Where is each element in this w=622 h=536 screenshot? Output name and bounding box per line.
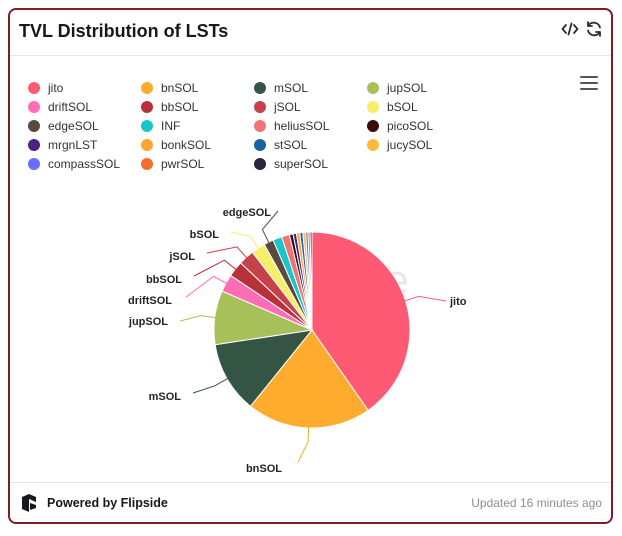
legend-label: compassSOL — [48, 156, 121, 171]
slice-label-bsol: bSOL — [190, 229, 220, 241]
slice-label-jupsol: jupSOL — [128, 316, 168, 328]
flipside-logo-icon — [22, 494, 36, 512]
card-header: TVL Distribution of LSTs — [10, 10, 611, 56]
legend-item-pwrsol[interactable]: pwrSOL — [141, 154, 254, 173]
legend-label: driftSOL — [48, 99, 93, 114]
legend-marker — [254, 100, 266, 113]
slice-label-msol: mSOL — [149, 391, 182, 403]
legend-marker — [367, 119, 379, 132]
legend-item-inf[interactable]: INF — [141, 116, 254, 135]
leader-line-msol — [192, 377, 230, 394]
legend-label: bonkSOL — [161, 137, 212, 152]
legend-marker — [141, 157, 153, 170]
pie-chart: flipside jitobnSOLmSOLjupSOLdriftSOLbbSO… — [10, 190, 611, 490]
legend-marker — [254, 81, 266, 94]
leader-line-jsol — [206, 246, 248, 260]
leader-line-bsol — [230, 231, 260, 251]
legend-item-supersol[interactable]: superSOL — [254, 154, 367, 173]
legend-marker — [254, 119, 266, 132]
legend-label: heliusSOL — [274, 118, 330, 133]
chart-legend: jito bnSOL mSOL jupSOL driftSOL bbSOL jSOL bSOL… — [28, 78, 468, 173]
legend-label: picoSOL — [387, 118, 434, 133]
card-footer: Powered by Flipside Updated 16 minutes a… — [10, 482, 611, 522]
legend-label: superSOL — [274, 156, 329, 171]
legend-marker — [141, 100, 153, 113]
refresh-icon[interactable] — [584, 19, 604, 39]
legend-marker — [141, 119, 153, 132]
legend-marker — [28, 138, 40, 151]
legend-marker — [141, 81, 153, 94]
leader-line-bbsol — [193, 259, 238, 277]
leader-line-driftsol — [185, 275, 228, 298]
slice-label-jsol: jSOL — [168, 251, 195, 263]
legend-label: jupSOL — [387, 80, 428, 95]
slice-label-driftsol: driftSOL — [128, 295, 172, 307]
powered-by-label: Powered by Flipside — [47, 496, 168, 510]
legend-marker — [28, 119, 40, 132]
legend-item-picosol[interactable]: picoSOL — [367, 116, 480, 135]
updated-timestamp: Updated 16 minutes ago — [471, 496, 602, 510]
hamburger-menu-icon[interactable] — [580, 76, 598, 92]
powered-by-link[interactable]: Powered by Flipside — [19, 493, 168, 513]
legend-marker — [28, 157, 40, 170]
leader-line-bnsol — [297, 425, 310, 463]
slice-label-edgesol: edgeSOL — [223, 207, 272, 219]
legend-marker — [254, 157, 266, 170]
leader-line-jupsol — [179, 315, 217, 322]
legend-item-bbsol[interactable]: bbSOL — [141, 97, 254, 116]
legend-label: bSOL — [387, 99, 418, 114]
legend-item-edgesol[interactable]: edgeSOL — [28, 116, 141, 135]
slice-label-jito: jito — [449, 296, 467, 308]
legend-marker — [367, 81, 379, 94]
legend-label: mrgnLST — [48, 137, 98, 152]
legend-item-bsol[interactable]: bSOL — [367, 97, 480, 116]
legend-marker — [254, 138, 266, 151]
legend-item-bnsol[interactable]: bnSOL — [141, 78, 254, 97]
legend-item-jucysol[interactable]: jucySOL — [367, 135, 480, 154]
chart-title: TVL Distribution of LSTs — [19, 21, 229, 41]
legend-label: jito — [48, 80, 64, 95]
legend-marker — [28, 100, 40, 113]
legend-item-jito[interactable]: jito — [28, 78, 141, 97]
legend-label: edgeSOL — [48, 118, 99, 133]
slice-label-bbsol: bbSOL — [146, 274, 182, 286]
legend-item-mrgnlst[interactable]: mrgnLST — [28, 135, 141, 154]
pie-chart-svg: flipside jitobnSOLmSOLjupSOLdriftSOLbbSO… — [128, 207, 467, 475]
code-icon[interactable] — [560, 19, 580, 39]
legend-label: INF — [161, 118, 181, 133]
legend-item-driftsol[interactable]: driftSOL — [28, 97, 141, 116]
legend-item-compasssol[interactable]: compassSOL — [28, 154, 141, 173]
legend-marker — [28, 81, 40, 94]
legend-label: mSOL — [274, 80, 309, 95]
slice-label-bnsol: bnSOL — [246, 463, 282, 475]
legend-item-jsol[interactable]: jSOL — [254, 97, 367, 116]
legend-label: pwrSOL — [161, 156, 205, 171]
leader-line-jito — [403, 295, 447, 302]
legend-label: bbSOL — [161, 99, 199, 114]
legend-item-jupsol[interactable]: jupSOL — [367, 78, 480, 97]
legend-marker — [141, 138, 153, 151]
legend-marker — [367, 100, 379, 113]
legend-item-heliussol[interactable]: heliusSOL — [254, 116, 367, 135]
legend-label: jucySOL — [387, 137, 433, 152]
chart-card: TVL Distribution of LSTs jito bnSOL mSOL ju… — [8, 8, 613, 524]
legend-label: bnSOL — [161, 80, 199, 95]
legend-item-msol[interactable]: mSOL — [254, 78, 367, 97]
legend-label: stSOL — [274, 137, 308, 152]
legend-marker — [367, 138, 379, 151]
pie-slice-supersol[interactable] — [309, 231, 313, 331]
legend-item-stsol[interactable]: stSOL — [254, 135, 367, 154]
leader-line-edgesol — [261, 210, 279, 245]
legend-item-bonksol[interactable]: bonkSOL — [141, 135, 254, 154]
legend-label: jSOL — [274, 99, 301, 114]
